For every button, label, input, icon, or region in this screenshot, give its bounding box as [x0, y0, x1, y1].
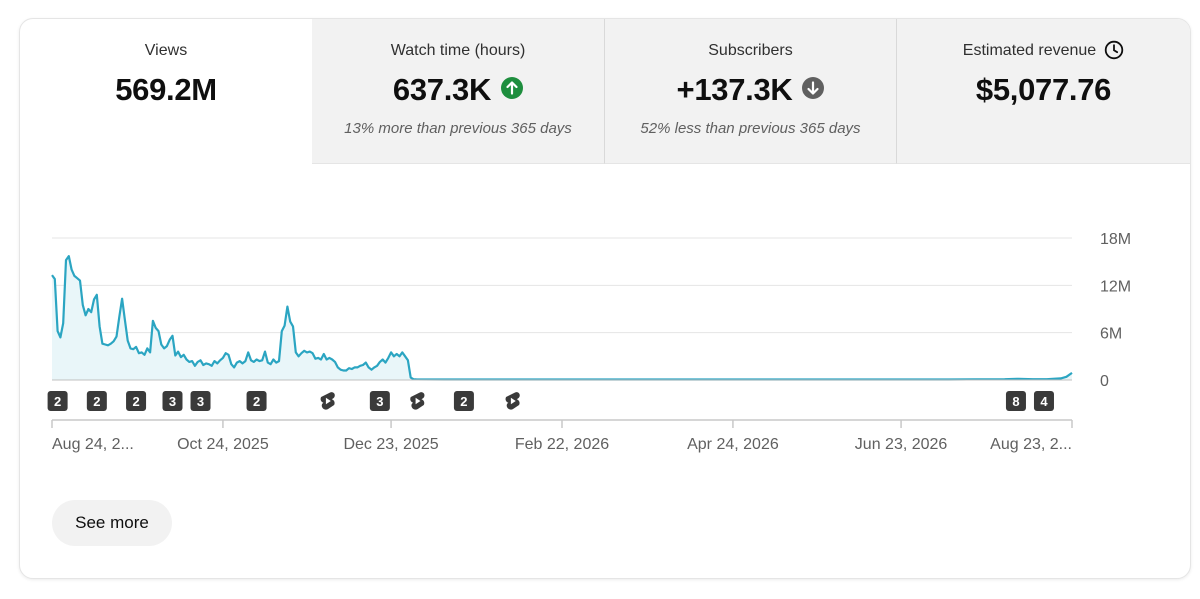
upload-count-label: 2 [54, 394, 61, 409]
upload-count-label: 2 [253, 394, 260, 409]
upload-count-label: 2 [132, 394, 139, 409]
upload-count-marker [246, 391, 267, 411]
clock-icon[interactable] [1104, 40, 1124, 60]
upload-count-marker [453, 391, 474, 411]
tab-views-label: Views [144, 42, 188, 59]
tab-revenue-value: $5,077.76 [897, 69, 1190, 109]
analytics-overview-card: Views 569.2M Watch time (hours) 637.3K 1… [19, 18, 1191, 579]
tab-watch-time[interactable]: Watch time (hours) 637.3K 13% more than … [312, 19, 604, 164]
tab-watch-time-value: 637.3K [312, 69, 604, 109]
y-tick-label: 0 [1100, 373, 1109, 390]
x-tick-label: Aug 24, 2... [52, 436, 134, 453]
views-chart[interactable]: 18M 12M 6M 0 2 2 2 3 3 2 3 2 8 4 Aug 24, 2... Oct 24, 2… [20, 19, 1190, 489]
tab-views[interactable]: Views 569.2M [20, 19, 312, 164]
upload-count-label: 8 [1012, 394, 1019, 409]
upload-count-marker [86, 391, 107, 411]
upload-count-marker [369, 391, 390, 411]
y-tick-label: 6M [1100, 326, 1122, 343]
x-tick-label: Oct 24, 2025 [177, 436, 269, 453]
upload-count-label: 3 [197, 394, 204, 409]
tab-subscribers-label: Subscribers [708, 42, 793, 59]
tab-subscribers-comparison: 52% less than previous 365 days [640, 120, 861, 137]
upload-count-marker [47, 391, 68, 411]
upload-count-marker [1033, 391, 1054, 411]
tab-subscribers-value: +137.3K [605, 69, 896, 109]
upload-count-marker [162, 391, 183, 411]
see-more-button[interactable]: See more [52, 500, 172, 546]
metric-tabs: Views 569.2M Watch time (hours) 637.3K 1… [20, 19, 1190, 164]
shorts-icon[interactable] [410, 392, 425, 410]
x-tick-label: Jun 23, 2026 [855, 436, 948, 453]
upload-count-label: 3 [376, 394, 383, 409]
upload-count-label: 3 [169, 394, 176, 409]
y-tick-label: 18M [1100, 231, 1131, 248]
subscribers-value-text: +137.3K [676, 71, 793, 107]
x-tick-label: Apr 24, 2026 [687, 436, 779, 453]
tab-watch-time-label: Watch time (hours) [390, 42, 526, 59]
arrow-down-icon [802, 76, 825, 99]
tab-estimated-revenue[interactable]: Estimated revenue $5,077.76 [896, 19, 1190, 164]
upload-count-label: 2 [460, 394, 467, 409]
revenue-value-text: $5,077.76 [975, 71, 1112, 107]
upload-count-marker [1005, 391, 1026, 411]
upload-count-marker [190, 391, 211, 411]
shorts-icon[interactable] [505, 392, 520, 410]
tab-revenue-label: Estimated revenue [897, 40, 1190, 61]
y-tick-label: 12M [1100, 278, 1131, 295]
shorts-icon[interactable] [320, 392, 335, 410]
series-line-views [51, 255, 1073, 381]
tab-subscribers[interactable]: Subscribers +137.3K 52% less than previo… [604, 19, 896, 164]
tab-views-value: 569.2M [20, 69, 312, 109]
revenue-label-text: Estimated revenue [962, 42, 1097, 60]
views-value-text: 569.2M [115, 71, 217, 107]
x-tick-label: Feb 22, 2026 [515, 436, 609, 453]
upload-count-label: 4 [1040, 394, 1048, 409]
x-tick-label: Aug 23, 2... [990, 436, 1072, 453]
tab-watch-time-comparison: 13% more than previous 365 days [344, 120, 572, 137]
series-area [52, 256, 1072, 380]
upload-count-label: 2 [93, 394, 100, 409]
upload-count-marker [126, 391, 147, 411]
watch-time-value-text: 637.3K [392, 71, 492, 107]
arrow-up-icon [501, 76, 524, 99]
x-tick-label: Dec 23, 2025 [343, 436, 438, 453]
